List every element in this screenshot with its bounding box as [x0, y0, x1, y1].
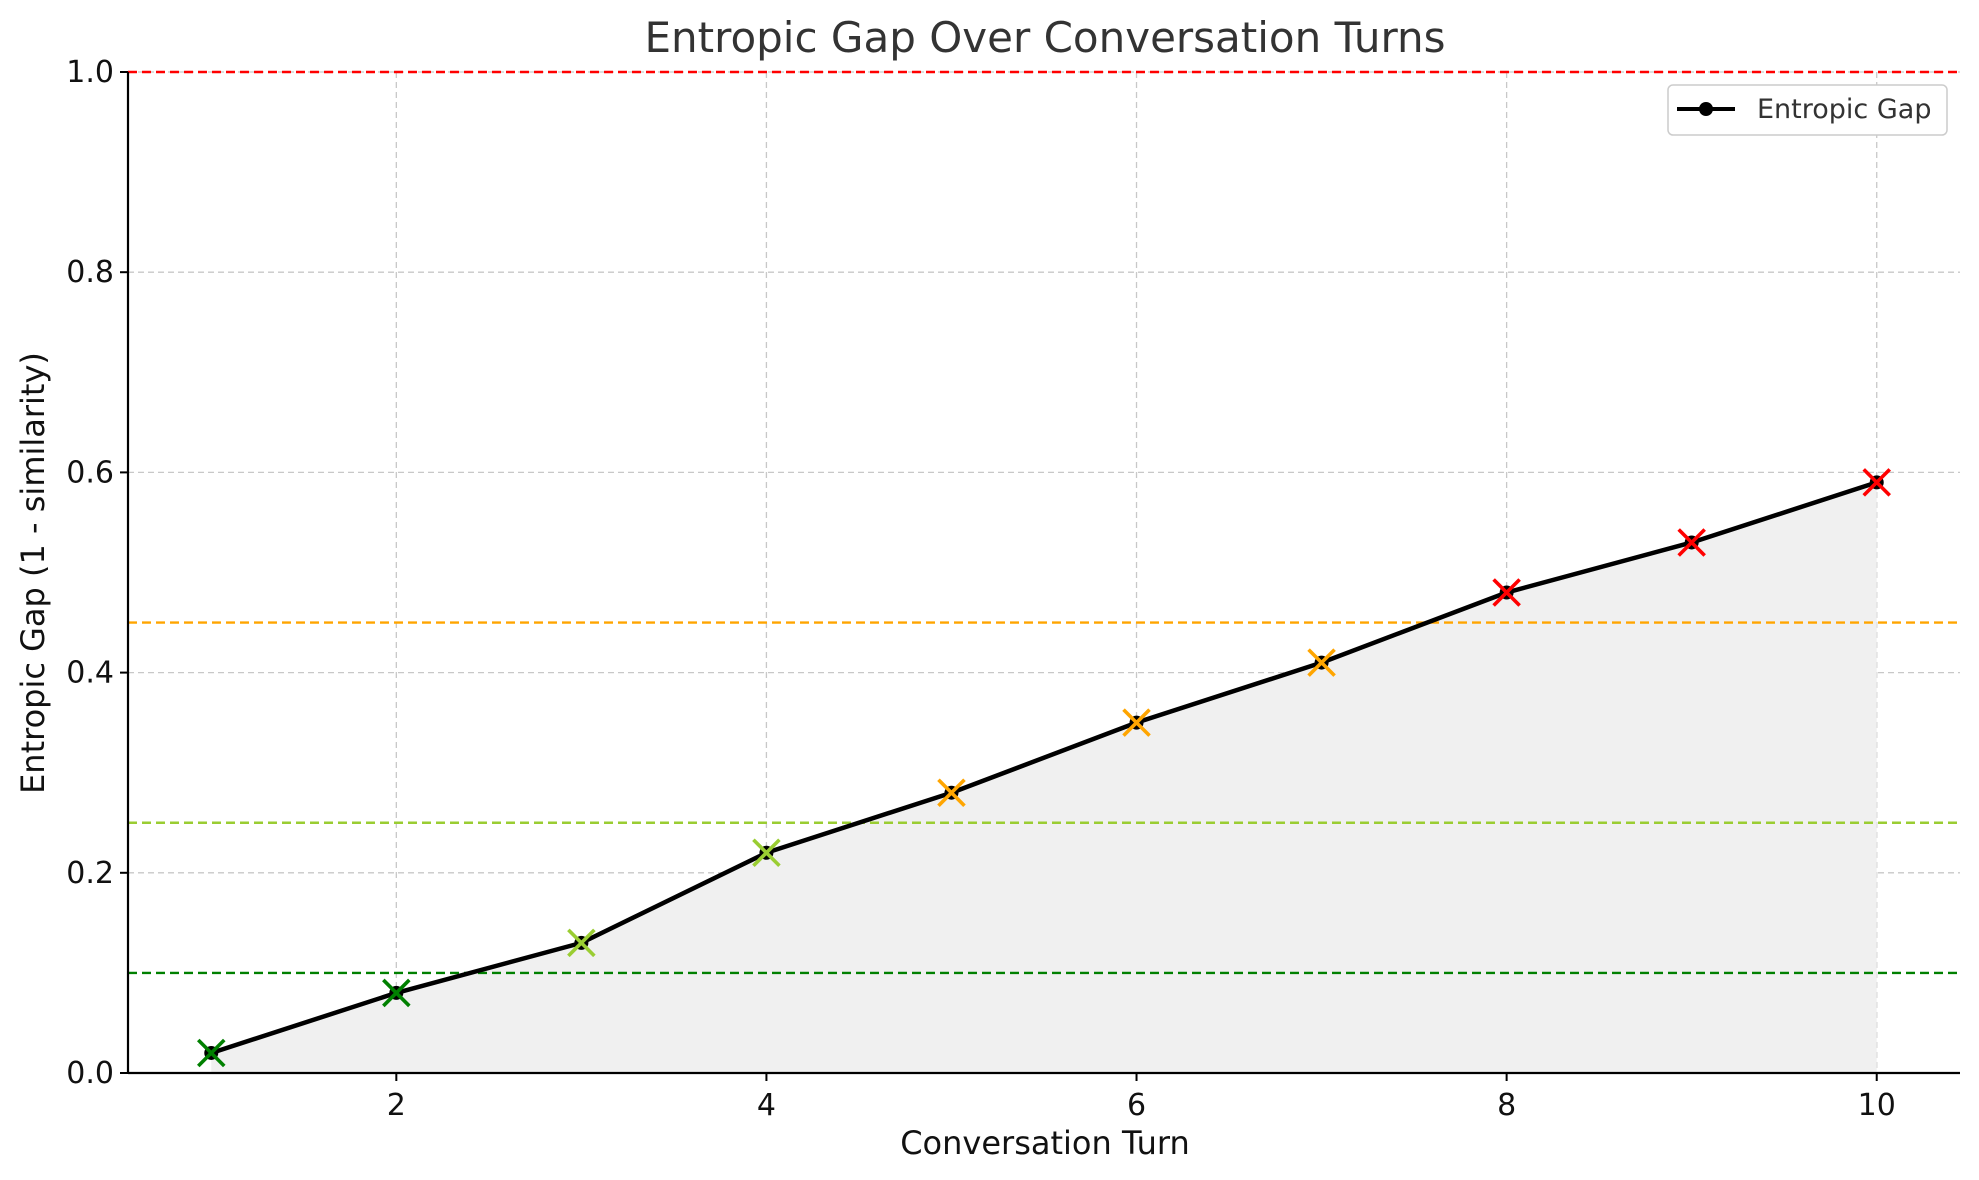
chart-title: Entropic Gap Over Conversation Turns — [644, 13, 1445, 62]
data-point — [1492, 578, 1521, 607]
data-point — [382, 978, 411, 1008]
point-marker-x — [1122, 708, 1151, 737]
series-area-fill — [211, 482, 1877, 1073]
point-marker-x — [1677, 528, 1706, 557]
x-tick-label: 4 — [757, 1088, 776, 1123]
point-marker-x — [382, 978, 411, 1008]
point-marker-x — [567, 928, 596, 958]
y-tick-label: 0.6 — [66, 455, 114, 490]
axes — [126, 72, 1960, 1075]
legend-box — [1667, 84, 1948, 136]
point-marker-x — [937, 778, 966, 807]
data-point — [937, 778, 966, 807]
y-tick-label: 0.4 — [66, 656, 114, 691]
legend-label: Entropic Gap — [1757, 94, 1931, 125]
x-tick-label: 2 — [387, 1088, 406, 1123]
y-tick-label: 1.0 — [66, 55, 114, 90]
threshold-lines — [128, 70, 1960, 975]
data-point — [567, 928, 596, 958]
x-tick-label: 6 — [1127, 1088, 1146, 1123]
y-axis-label: Entropic Gap (1 - similarity) — [14, 352, 52, 794]
series-line — [210, 480, 1878, 1056]
x-axis-label: Conversation Turn — [900, 1124, 1190, 1162]
point-marker-x — [1492, 578, 1521, 607]
y-tick-label: 0.0 — [66, 1056, 114, 1091]
legend: Entropic Gap — [1667, 84, 1948, 136]
y-tick-label: 0.2 — [66, 856, 114, 891]
area-layer — [211, 482, 1877, 1073]
data-point — [196, 1038, 226, 1068]
data-point — [1862, 468, 1892, 497]
data-point — [752, 838, 781, 868]
x-tick-label: 8 — [1497, 1088, 1516, 1123]
x-tick-label: 10 — [1858, 1088, 1896, 1123]
data-point — [1677, 528, 1706, 557]
data-point — [1122, 708, 1151, 737]
tick-labels: 2 4 6 8 10 0.0 0.2 0.4 0.6 0.8 1.0 — [66, 55, 1896, 1123]
point-marker-x — [752, 838, 781, 868]
series-line-layer — [210, 480, 1878, 1056]
legend-marker-swatch — [1699, 102, 1713, 116]
data-point — [1307, 648, 1336, 677]
point-marker-x — [1862, 468, 1892, 497]
marker-layer — [196, 468, 1892, 1068]
point-marker-x — [196, 1038, 226, 1068]
y-tick-label: 0.8 — [66, 255, 114, 290]
point-marker-x — [1307, 648, 1336, 677]
